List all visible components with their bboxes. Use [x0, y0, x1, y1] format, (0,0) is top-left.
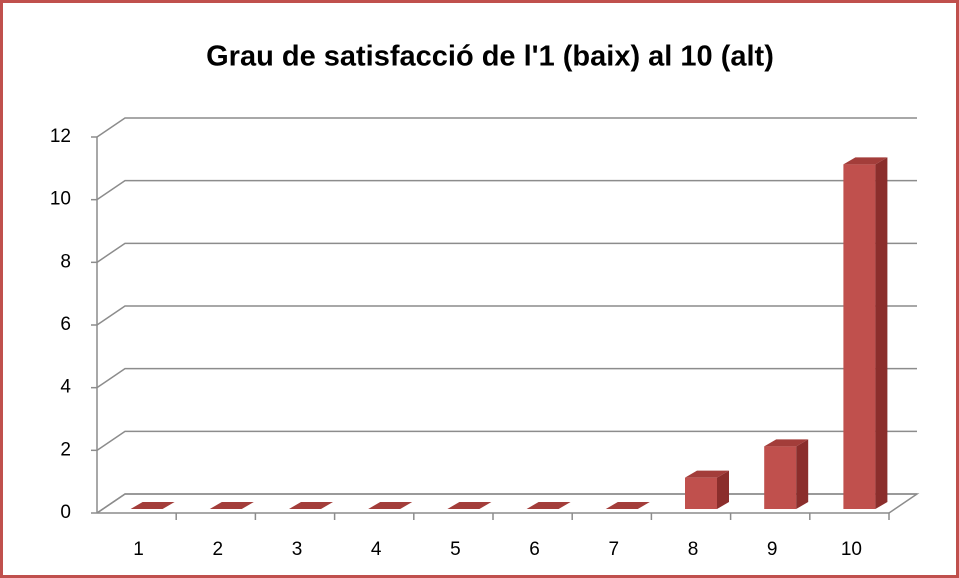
bar-top — [289, 502, 333, 509]
y-tick-label: 10 — [50, 189, 71, 210]
x-tick-label: 5 — [450, 539, 461, 560]
grid-line — [96, 430, 917, 451]
bar — [764, 446, 797, 509]
bar-top — [685, 470, 729, 478]
bar-side — [875, 157, 888, 510]
grid-line — [96, 493, 917, 514]
y-tick-label: 12 — [50, 126, 71, 147]
bar-top — [447, 502, 492, 509]
bar-top — [764, 439, 809, 447]
x-tick-label: 10 — [841, 539, 862, 560]
bar-top — [605, 502, 650, 509]
bar-top — [130, 502, 175, 509]
bar — [685, 477, 717, 509]
bar-top — [843, 157, 888, 165]
bar — [843, 164, 876, 510]
x-tick-label: 7 — [609, 539, 620, 560]
bar-top — [209, 502, 254, 509]
y-tick-label: 4 — [60, 377, 71, 398]
grid-line — [96, 117, 917, 138]
x-tick-label: 6 — [529, 539, 540, 560]
x-tick-label: 1 — [133, 539, 144, 560]
x-tick-label: 4 — [371, 539, 382, 560]
x-tick-label: 9 — [767, 539, 778, 560]
bar-side — [717, 470, 729, 509]
bar-side — [796, 439, 809, 509]
chart-title: Grau de satisfacció de l'1 (baix) al 10 … — [206, 41, 774, 73]
y-tick-label: 0 — [60, 502, 71, 523]
y-tick-label: 2 — [60, 439, 71, 460]
x-tick-label: 2 — [213, 539, 224, 560]
bar-top — [526, 502, 571, 509]
x-tick-label: 8 — [688, 539, 699, 560]
grid-line — [96, 367, 917, 389]
grid-line — [96, 242, 917, 263]
x-tick-label: 3 — [292, 539, 303, 560]
y-tick-label: 8 — [60, 251, 71, 272]
grid-line — [96, 305, 917, 326]
grid-line — [96, 179, 917, 201]
bar-top — [368, 502, 413, 509]
y-tick-label: 6 — [60, 314, 71, 335]
